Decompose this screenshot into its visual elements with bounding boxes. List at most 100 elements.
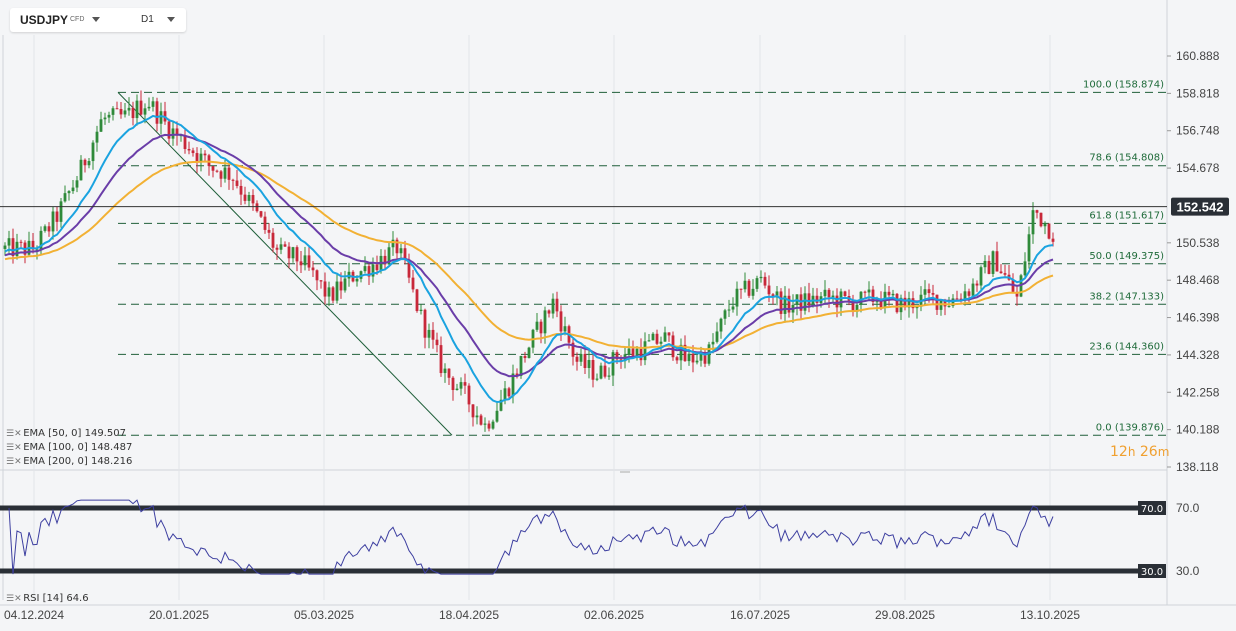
date-tick-label: 13.10.2025 bbox=[1020, 608, 1080, 622]
rsi-lower-level-tick-label: 30.0 bbox=[1176, 564, 1200, 578]
candle-body bbox=[263, 216, 267, 230]
timeframe-label[interactable]: D1 bbox=[141, 14, 154, 25]
candle-body bbox=[391, 239, 395, 248]
settings-icon[interactable]: ☰✕ bbox=[6, 457, 22, 467]
candle-body bbox=[47, 226, 51, 232]
candle-body bbox=[687, 353, 691, 362]
ema100-value: 148.487 bbox=[90, 442, 133, 453]
candle-body bbox=[731, 306, 735, 310]
candle-body bbox=[39, 230, 43, 250]
chevron-down-icon[interactable] bbox=[92, 17, 100, 22]
candle-body bbox=[99, 119, 103, 132]
candle-body bbox=[79, 159, 83, 181]
candle-body bbox=[343, 278, 347, 291]
candle-body bbox=[815, 295, 819, 303]
price-tick-label: 154.678 bbox=[1176, 161, 1220, 175]
price-tick-label: 158.818 bbox=[1176, 86, 1220, 100]
date-tick-label: 04.12.2024 bbox=[4, 608, 64, 622]
candle-body bbox=[759, 276, 763, 279]
candle-body bbox=[667, 332, 671, 336]
candle-body bbox=[87, 161, 91, 166]
candle-body bbox=[659, 341, 663, 344]
candle-body bbox=[311, 267, 315, 271]
candle-body bbox=[743, 280, 747, 290]
candle-body bbox=[583, 353, 587, 369]
candle-body bbox=[319, 280, 323, 282]
candle-body bbox=[875, 301, 879, 303]
date-tick-label: 20.01.2025 bbox=[149, 608, 209, 622]
candle-body bbox=[627, 348, 631, 355]
candle-body bbox=[863, 291, 867, 293]
candle-body bbox=[139, 100, 143, 115]
candle-body bbox=[555, 298, 559, 312]
candle-body bbox=[203, 153, 207, 156]
candle-body bbox=[927, 289, 931, 294]
date-tick-label: 18.04.2025 bbox=[439, 608, 499, 622]
candle-body bbox=[619, 359, 623, 362]
date-tick-label: 02.06.2025 bbox=[584, 608, 644, 622]
candle-body bbox=[643, 341, 647, 361]
candle-body bbox=[963, 291, 967, 300]
settings-icon[interactable]: ☰✕ bbox=[6, 443, 22, 453]
candle-body bbox=[655, 333, 659, 344]
price-tick-label: 144.328 bbox=[1176, 348, 1220, 362]
candle-body bbox=[3, 245, 7, 249]
candle-body bbox=[751, 288, 755, 296]
date-tick-label: 29.08.2025 bbox=[875, 608, 935, 622]
candle-body bbox=[579, 353, 583, 362]
candle-body bbox=[631, 348, 635, 356]
legend-ema100: ☰✕ EMA [100, 0] 148.487 bbox=[6, 442, 132, 453]
candle-body bbox=[11, 238, 15, 257]
candle-body bbox=[287, 246, 291, 259]
candle-body bbox=[367, 266, 371, 277]
candle-body bbox=[867, 289, 871, 293]
ema100-line bbox=[4, 133, 1054, 378]
candles bbox=[3, 90, 1055, 432]
settings-icon[interactable]: ☰✕ bbox=[6, 594, 22, 604]
date-tick-label: 05.03.2025 bbox=[294, 608, 354, 622]
candle-body bbox=[183, 135, 187, 149]
candle-body bbox=[167, 121, 171, 139]
candle-body bbox=[859, 291, 863, 305]
candle-body bbox=[435, 339, 439, 346]
candle-body bbox=[807, 293, 811, 306]
candle-countdown: 12h 26m bbox=[1110, 444, 1170, 460]
candle-body bbox=[191, 150, 195, 154]
candle-body bbox=[327, 287, 331, 297]
candle-body bbox=[151, 101, 155, 107]
instrument-type: CFD bbox=[70, 16, 85, 23]
candle-body bbox=[71, 187, 75, 192]
legend-rsi: ☰✕ RSI [14] 64.6 bbox=[6, 593, 89, 604]
candle-body bbox=[907, 298, 911, 308]
candle-body bbox=[1023, 261, 1027, 276]
chevron-down-icon[interactable] bbox=[167, 17, 175, 22]
candle-body bbox=[763, 276, 767, 286]
fib-level-label: 23.6 (144.360) bbox=[1089, 341, 1164, 352]
candle-body bbox=[703, 352, 707, 364]
candle-body bbox=[195, 153, 199, 163]
candle-body bbox=[227, 167, 231, 180]
candle-body bbox=[467, 385, 471, 405]
candle-body bbox=[171, 128, 175, 139]
candle-body bbox=[451, 377, 455, 391]
candle-body bbox=[507, 388, 511, 397]
candle-body bbox=[843, 291, 847, 297]
candle-body bbox=[803, 293, 807, 311]
candle-body bbox=[603, 365, 607, 377]
candle-body bbox=[387, 247, 391, 265]
candle-body bbox=[231, 179, 235, 181]
candle-body bbox=[951, 298, 955, 307]
candle-body bbox=[591, 360, 595, 380]
candle-body bbox=[35, 249, 39, 251]
candle-body bbox=[495, 410, 499, 422]
candle-body bbox=[399, 248, 403, 254]
candle-body bbox=[423, 309, 427, 338]
settings-icon[interactable]: ☰✕ bbox=[6, 429, 22, 439]
symbol-selector[interactable]: USDJPY CFD D1 bbox=[10, 8, 186, 32]
candle-body bbox=[775, 291, 779, 298]
candle-body bbox=[571, 342, 575, 357]
candle-body bbox=[247, 195, 251, 201]
candle-body bbox=[55, 211, 59, 222]
